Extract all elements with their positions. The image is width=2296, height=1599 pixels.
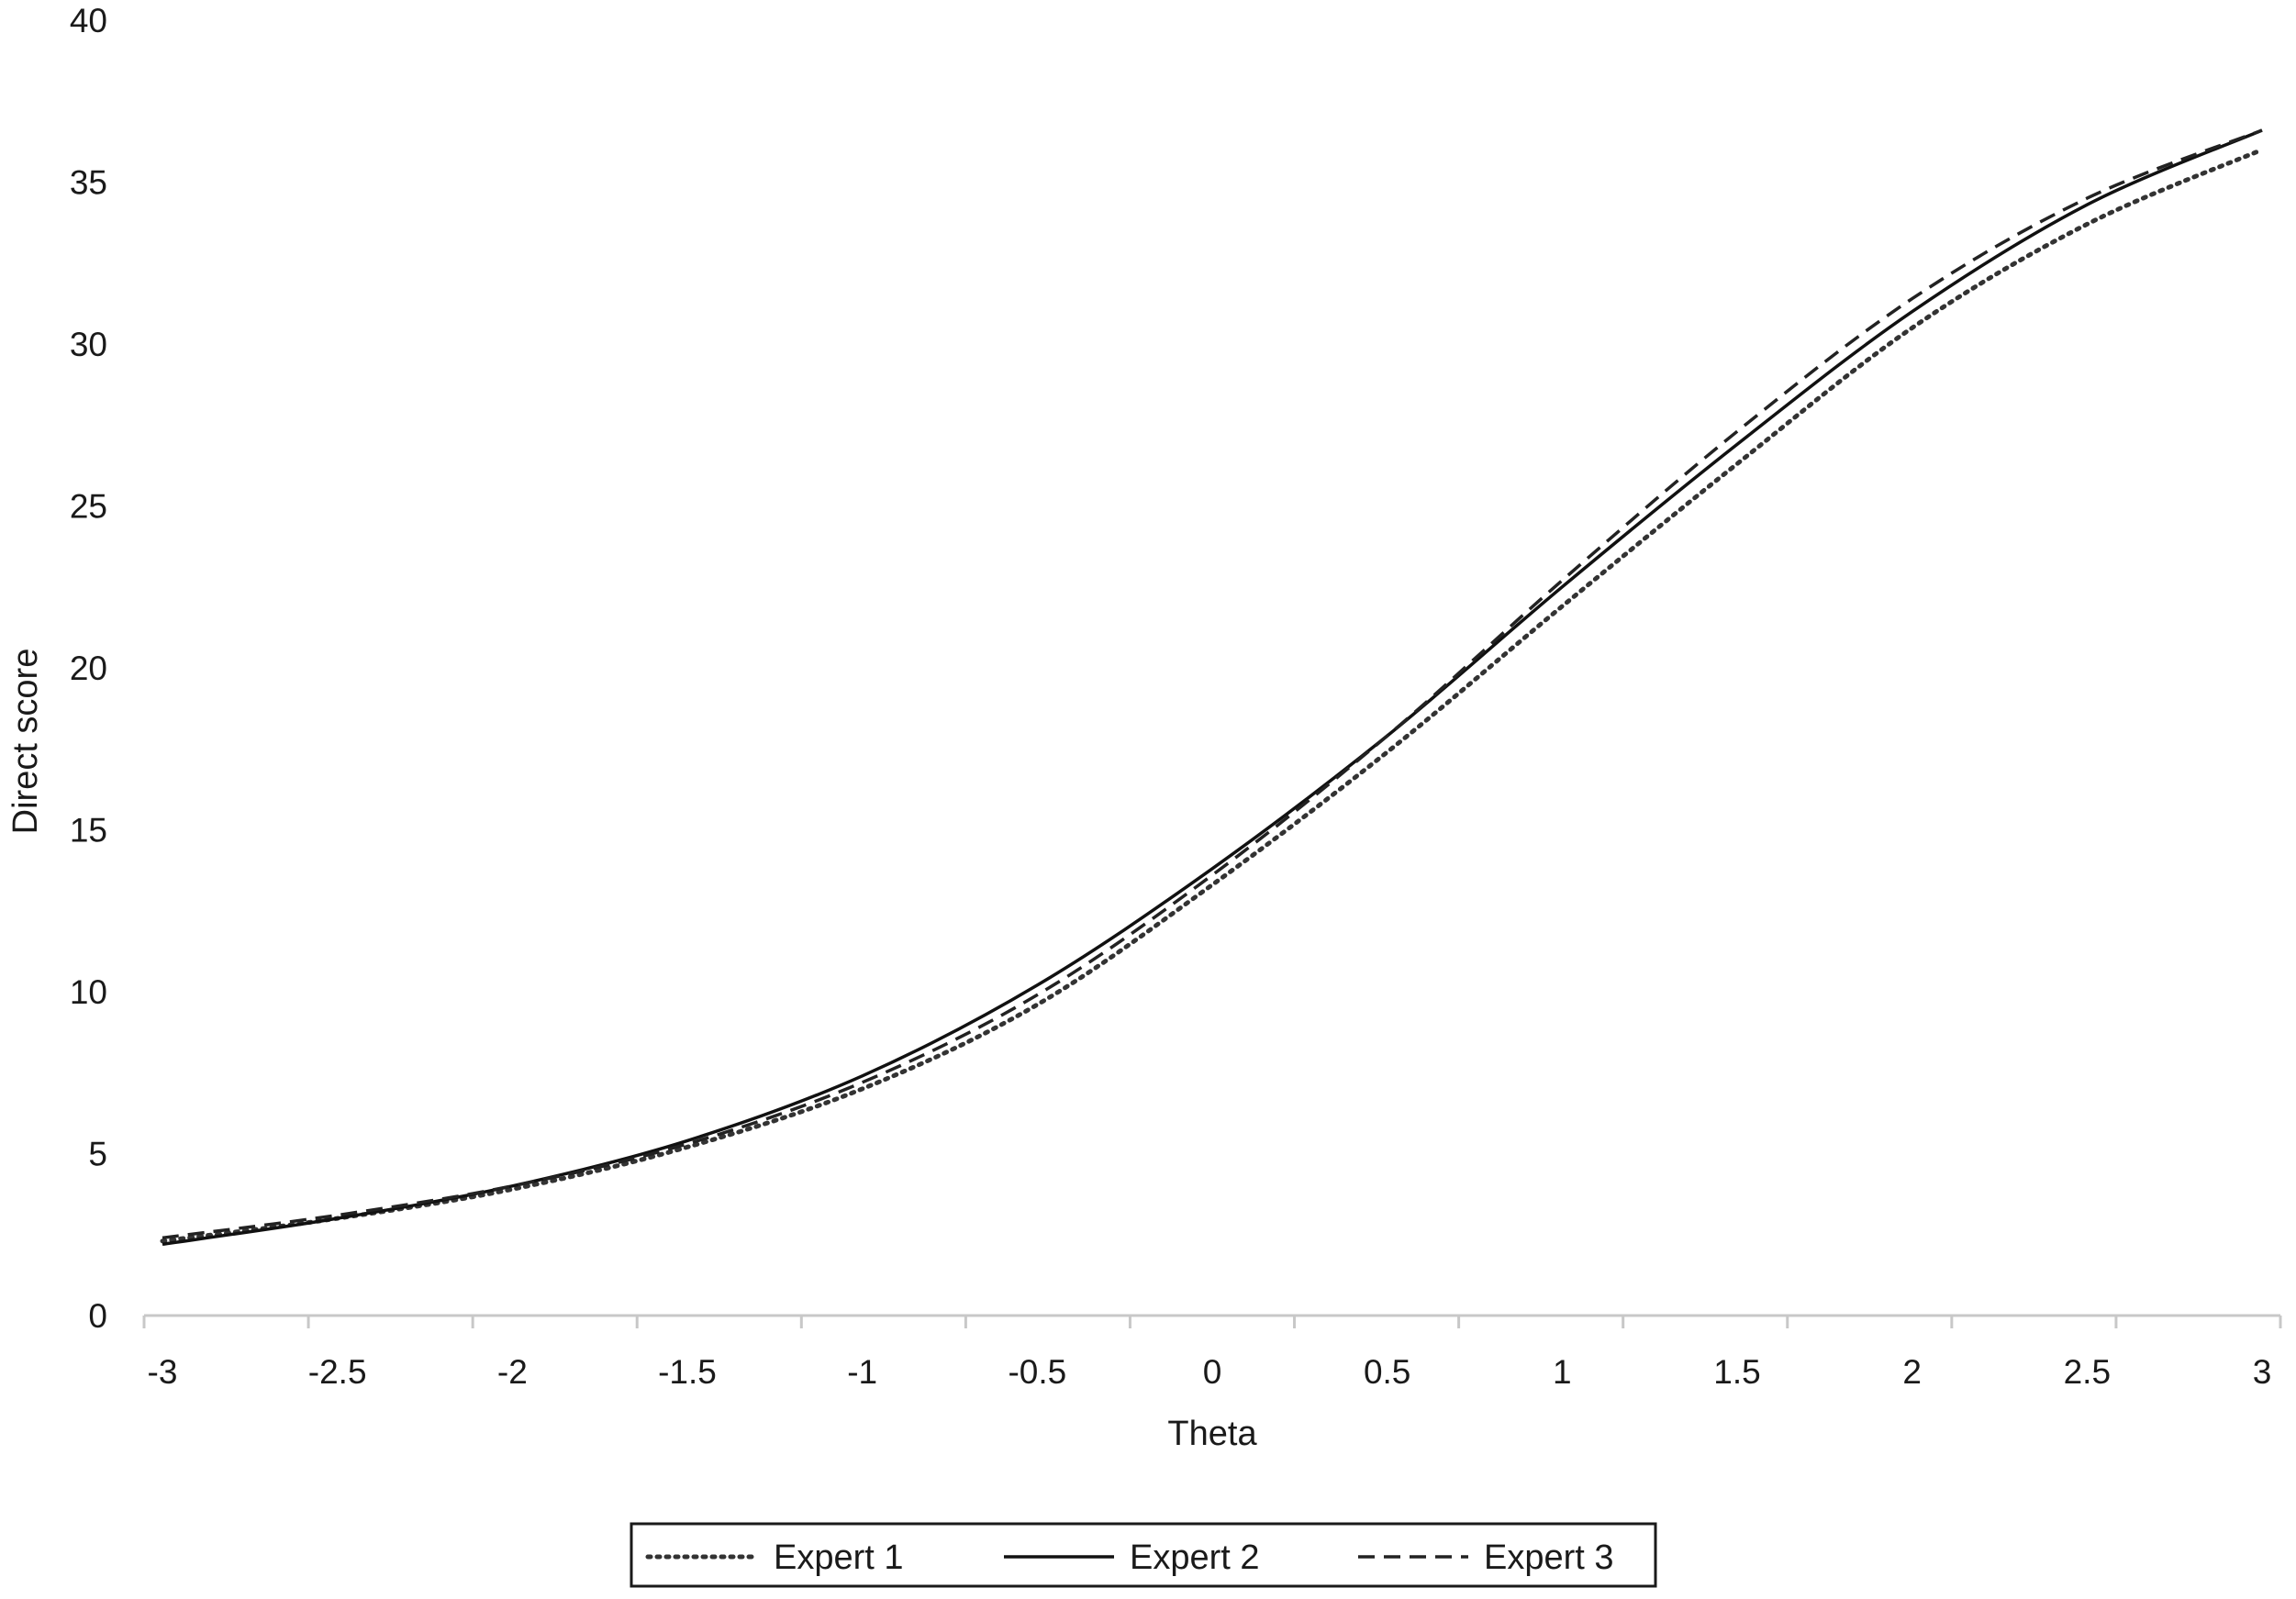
legend-label: Expert 2 bbox=[1130, 1538, 1260, 1577]
x-tick-label: -1 bbox=[847, 1353, 877, 1391]
y-tick-label: 25 bbox=[70, 488, 107, 526]
legend-label: Expert 1 bbox=[774, 1538, 904, 1577]
x-tick-label: -2 bbox=[497, 1353, 528, 1391]
x-tick-label: -1.5 bbox=[658, 1353, 717, 1391]
x-tick-label: -2.5 bbox=[308, 1353, 367, 1391]
series-line-expert-2 bbox=[162, 128, 2263, 1247]
x-tick-label: 2.5 bbox=[2064, 1353, 2111, 1391]
x-tick-label: 0.5 bbox=[1364, 1353, 1410, 1391]
legend-box bbox=[630, 1522, 1657, 1588]
x-tick-label: 1 bbox=[1553, 1353, 1572, 1391]
y-tick-label: 0 bbox=[88, 1297, 107, 1335]
y-tick-label: 20 bbox=[70, 650, 107, 687]
series-line-expert-1 bbox=[160, 147, 2265, 1244]
legend-label: Expert 3 bbox=[1484, 1538, 1614, 1577]
x-tick-label: 3 bbox=[2253, 1353, 2272, 1391]
legend: Expert 1 Expert 2 Expert 3 bbox=[630, 1522, 1657, 1588]
x-tick-label: 2 bbox=[1902, 1353, 1922, 1391]
x-tick-label: -3 bbox=[148, 1353, 178, 1391]
y-tick-labels: 0 5 10 15 20 25 30 35 40 bbox=[70, 2, 107, 1335]
x-tick-label: -0.5 bbox=[1008, 1353, 1066, 1391]
y-axis-title: Direct score bbox=[6, 649, 45, 835]
legend-items: Expert 1 Expert 2 Expert 3 bbox=[645, 1538, 1614, 1577]
y-tick-label: 35 bbox=[70, 164, 107, 202]
y-tick-label: 30 bbox=[70, 326, 107, 363]
y-tick-label: 5 bbox=[88, 1136, 107, 1173]
y-tick-label: 10 bbox=[70, 973, 107, 1011]
series-layer bbox=[160, 128, 2265, 1247]
x-axis bbox=[142, 1314, 2282, 1328]
x-tick-label: 0 bbox=[1203, 1353, 1222, 1391]
y-tick-label: 15 bbox=[70, 812, 107, 849]
x-tick-labels: -3 -2.5 -2 -1.5 -1 -0.5 0 0.5 1 1.5 2 2.5 3 bbox=[148, 1353, 2272, 1391]
x-axis-title: Theta bbox=[1167, 1415, 1257, 1453]
y-tick-label: 40 bbox=[70, 2, 107, 39]
x-tick-label: 1.5 bbox=[1713, 1353, 1760, 1391]
series-line-expert-3 bbox=[162, 128, 2263, 1240]
